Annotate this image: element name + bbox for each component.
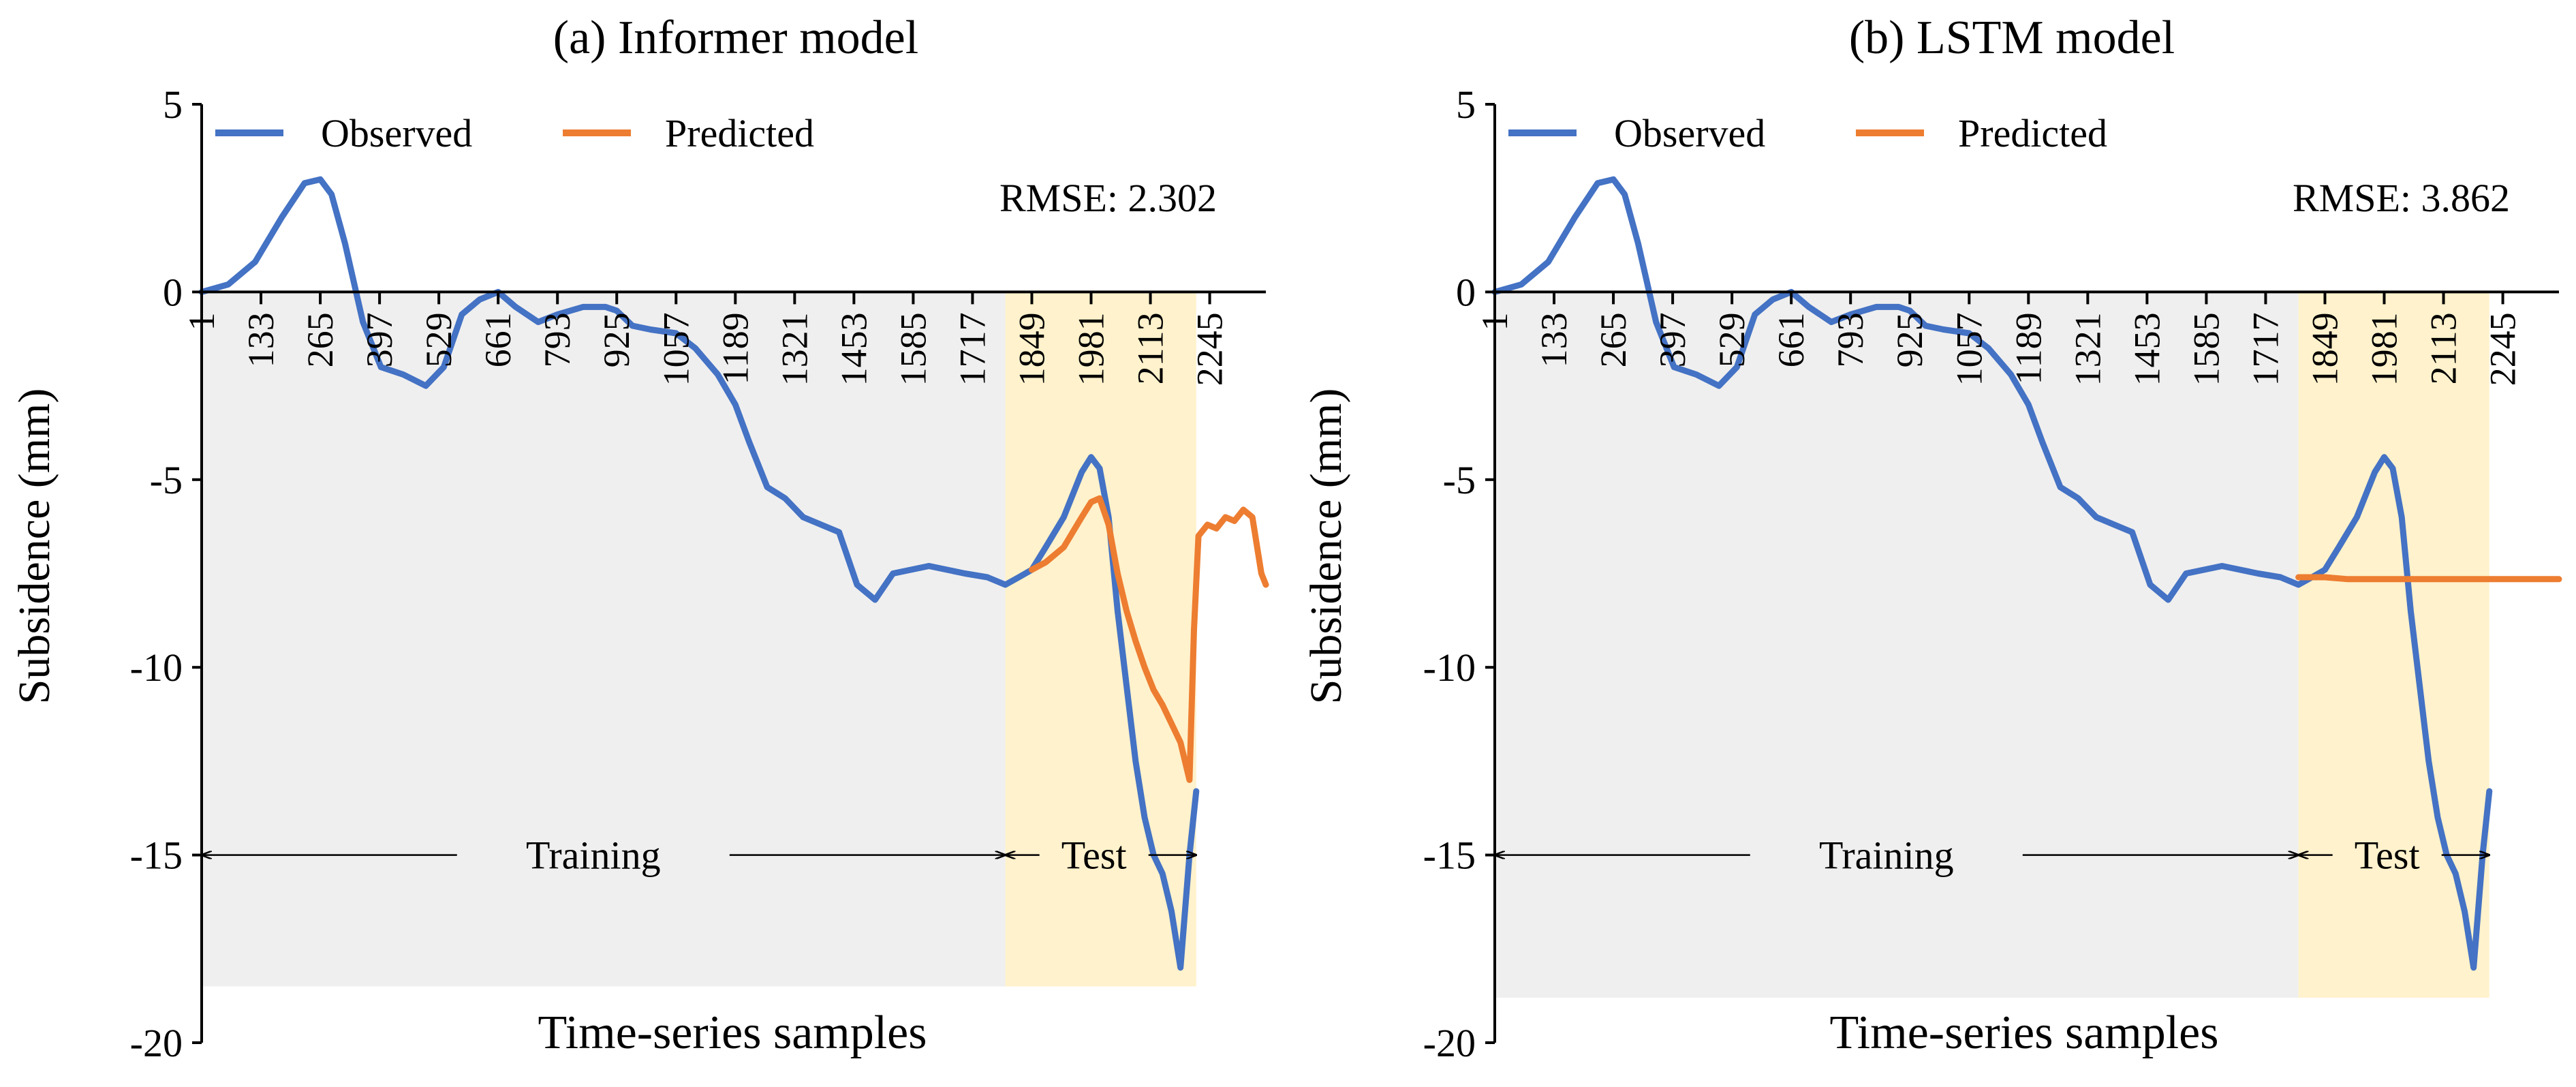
test-label: Test bbox=[2355, 833, 2420, 878]
x-tick-label: 2113 bbox=[1130, 312, 1171, 384]
x-tick-label: 1981 bbox=[2364, 312, 2405, 386]
x-tick-label: 1057 bbox=[1949, 312, 1989, 386]
series-layer bbox=[198, 176, 1269, 971]
training-region bbox=[1495, 292, 2299, 998]
y-axis-label: Subsidence (mm) bbox=[10, 388, 59, 705]
x-tick-label: 2245 bbox=[2483, 312, 2524, 386]
y-axis-label: Subsidence (mm) bbox=[1301, 388, 1351, 705]
y-tick-label: -20 bbox=[130, 1021, 183, 1065]
x-tick-label: 1717 bbox=[2245, 312, 2286, 386]
x-tick-label: 1189 bbox=[2008, 312, 2049, 384]
x-tick-label: 1717 bbox=[952, 312, 993, 386]
legend: Observed Predicted bbox=[215, 111, 814, 155]
x-tick-label: 529 bbox=[1711, 312, 1752, 367]
legend-predicted-label: Predicted bbox=[1958, 111, 2107, 155]
series-layer bbox=[1491, 176, 2562, 971]
x-tick-label: 661 bbox=[1771, 312, 1812, 367]
x-tick-label: 133 bbox=[1534, 312, 1574, 367]
series-observed-line bbox=[1491, 176, 2493, 971]
y-tick-label: 5 bbox=[1456, 82, 1476, 127]
chart-panel-informer: 5 0 -5 -10 -15 -20 1 133 265 397 529 661 793 925 1057 1… bbox=[10, 12, 1269, 1065]
x-tick-label: 1057 bbox=[655, 312, 696, 386]
x-tick-label: 397 bbox=[1652, 312, 1693, 367]
x-tick-label: 1 bbox=[1474, 312, 1515, 331]
y-tick-label: 5 bbox=[163, 82, 183, 127]
x-tick-label: 925 bbox=[1889, 312, 1930, 367]
x-tick-label: 265 bbox=[300, 312, 341, 367]
x-tick-label: 2113 bbox=[2423, 312, 2464, 384]
x-tick-label: 1 bbox=[181, 312, 222, 331]
region-arrows: Training Test bbox=[202, 833, 1196, 878]
y-tick-label: -15 bbox=[1423, 833, 1476, 878]
x-tick-label: 265 bbox=[1593, 312, 1634, 367]
x-tick-label: 925 bbox=[596, 312, 637, 367]
test-label: Test bbox=[1061, 833, 1127, 878]
y-tick-label: -5 bbox=[1443, 458, 1476, 502]
y-tick-label: -20 bbox=[1423, 1021, 1476, 1065]
y-tick-label: -10 bbox=[130, 645, 183, 690]
x-tick-label: 1585 bbox=[2186, 312, 2226, 386]
x-tick-label: 2245 bbox=[1190, 312, 1230, 386]
training-label: Training bbox=[1819, 833, 1954, 878]
x-tick-label: 397 bbox=[359, 312, 400, 367]
axes-layer: 5 0 -5 -10 -15 -20 1 133 265 397 529 661 793 925 1057 1… bbox=[1423, 82, 2559, 1065]
x-tick-label: 1849 bbox=[1011, 312, 1052, 386]
y-tick-label: 0 bbox=[163, 270, 183, 314]
x-axis-label: Time-series samples bbox=[538, 1007, 927, 1059]
y-tick-label: -15 bbox=[130, 833, 183, 878]
x-tick-label: 1849 bbox=[2304, 312, 2345, 386]
chart-title: (a) Informer model bbox=[553, 12, 918, 64]
x-tick-label: 1321 bbox=[2067, 312, 2108, 386]
legend-predicted-label: Predicted bbox=[665, 111, 814, 155]
x-tick-label: 133 bbox=[240, 312, 281, 367]
chart-panel-lstm: 5 0 -5 -10 -15 -20 1 133 265 397 529 661 793 925 1057 1… bbox=[1301, 12, 2562, 1065]
x-tick-label: 1453 bbox=[2126, 312, 2167, 386]
x-tick-label: 1585 bbox=[893, 312, 933, 386]
series-predicted-line bbox=[2295, 574, 2562, 583]
training-region bbox=[202, 292, 1006, 987]
training-label: Training bbox=[526, 833, 661, 878]
series-predicted-line bbox=[1029, 495, 1269, 783]
rmse-annotation: RMSE: 2.302 bbox=[999, 176, 1217, 220]
y-tick-label: -5 bbox=[150, 458, 183, 502]
x-tick-label: 1453 bbox=[833, 312, 874, 386]
region-arrows: Training Test bbox=[1495, 833, 2489, 878]
y-tick-label: -10 bbox=[1423, 645, 1476, 690]
legend-observed-label: Observed bbox=[321, 111, 472, 155]
x-tick-label: 793 bbox=[1830, 312, 1871, 367]
x-tick-label: 529 bbox=[418, 312, 459, 367]
y-tick-label: 0 bbox=[1456, 270, 1476, 314]
rmse-annotation: RMSE: 3.862 bbox=[2293, 176, 2510, 220]
axes-layer: 5 0 -5 -10 -15 -20 1 133 265 397 529 661 793 925 1057 1… bbox=[130, 82, 1266, 1065]
x-tick-label: 661 bbox=[478, 312, 518, 367]
legend: Observed Predicted bbox=[1508, 111, 2107, 155]
x-tick-label: 1981 bbox=[1071, 312, 1112, 386]
legend-observed-label: Observed bbox=[1614, 111, 1765, 155]
chart-title: (b) LSTM model bbox=[1849, 12, 2175, 64]
x-axis-label: Time-series samples bbox=[1830, 1007, 2219, 1059]
x-tick-label: 793 bbox=[537, 312, 578, 367]
x-tick-label: 1189 bbox=[715, 312, 756, 384]
x-tick-label: 1321 bbox=[774, 312, 815, 386]
